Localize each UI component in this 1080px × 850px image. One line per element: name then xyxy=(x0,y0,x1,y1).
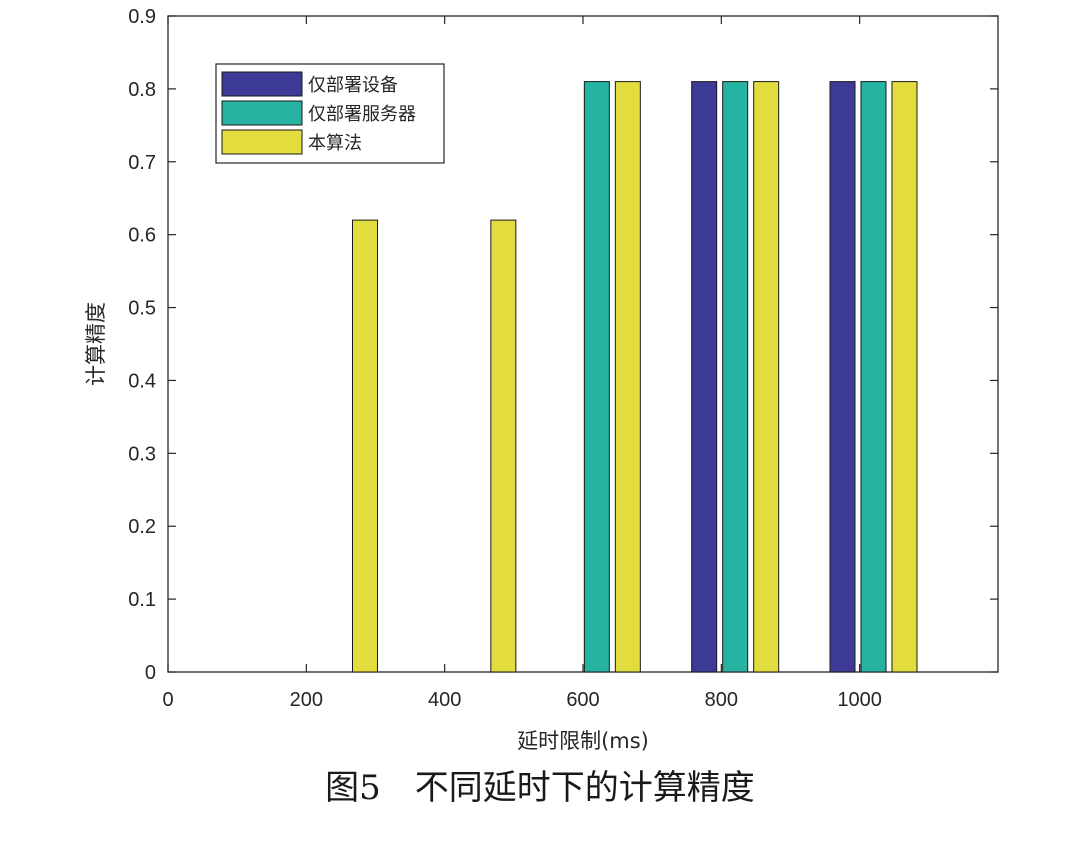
legend-swatch xyxy=(221,129,303,155)
y-tick-label: 0.8 xyxy=(128,79,156,101)
x-tick-label: 200 xyxy=(290,689,323,711)
bar xyxy=(614,81,641,673)
y-tick-label: 0.9 xyxy=(128,6,156,28)
figure-caption: 图5 不同延时下的计算精度 xyxy=(325,768,755,808)
legend-swatch xyxy=(221,71,303,97)
y-tick-label: 0.6 xyxy=(128,225,156,247)
y-tick-label: 0.4 xyxy=(128,370,156,392)
bar-chart: 0 0.1 0.2 0.3 0.4 0.5 0.6 0.7 0.8 0.9 0 200 400 600 80… xyxy=(84,6,999,753)
bar xyxy=(490,219,517,673)
x-tick-label: 0 xyxy=(162,689,173,711)
x-tick-label: 800 xyxy=(705,689,738,711)
legend-label: 本算法 xyxy=(308,133,362,154)
bar xyxy=(691,81,718,673)
bar xyxy=(352,219,378,673)
y-tick-label: 0.2 xyxy=(128,516,156,538)
x-tick-label: 1000 xyxy=(837,689,882,711)
y-tick-label: 0.3 xyxy=(128,443,156,465)
y-axis-label: 计算精度 xyxy=(84,302,108,386)
legend-label: 仅部署设备 xyxy=(308,75,398,96)
y-tick-label: 0 xyxy=(145,662,156,684)
bar xyxy=(583,81,610,673)
y-tick-label: 0.5 xyxy=(128,298,156,320)
bar xyxy=(829,81,856,673)
bars-layer xyxy=(352,81,918,673)
axes-layer: 0 0.1 0.2 0.3 0.4 0.5 0.6 0.7 0.8 0.9 0 200 400 600 80… xyxy=(128,6,999,711)
x-tick-label: 600 xyxy=(566,689,599,711)
y-tick-label: 0.1 xyxy=(128,589,156,611)
y-tick-label: 0.7 xyxy=(128,152,156,174)
bar xyxy=(891,81,918,673)
bar xyxy=(722,81,749,673)
x-tick-label: 400 xyxy=(428,689,461,711)
bar xyxy=(753,81,780,673)
bar xyxy=(860,81,887,673)
legend-swatch xyxy=(221,100,303,126)
x-axis-label: 延时限制(ms) xyxy=(517,729,649,753)
legend-label: 仅部署服务器 xyxy=(308,104,416,125)
